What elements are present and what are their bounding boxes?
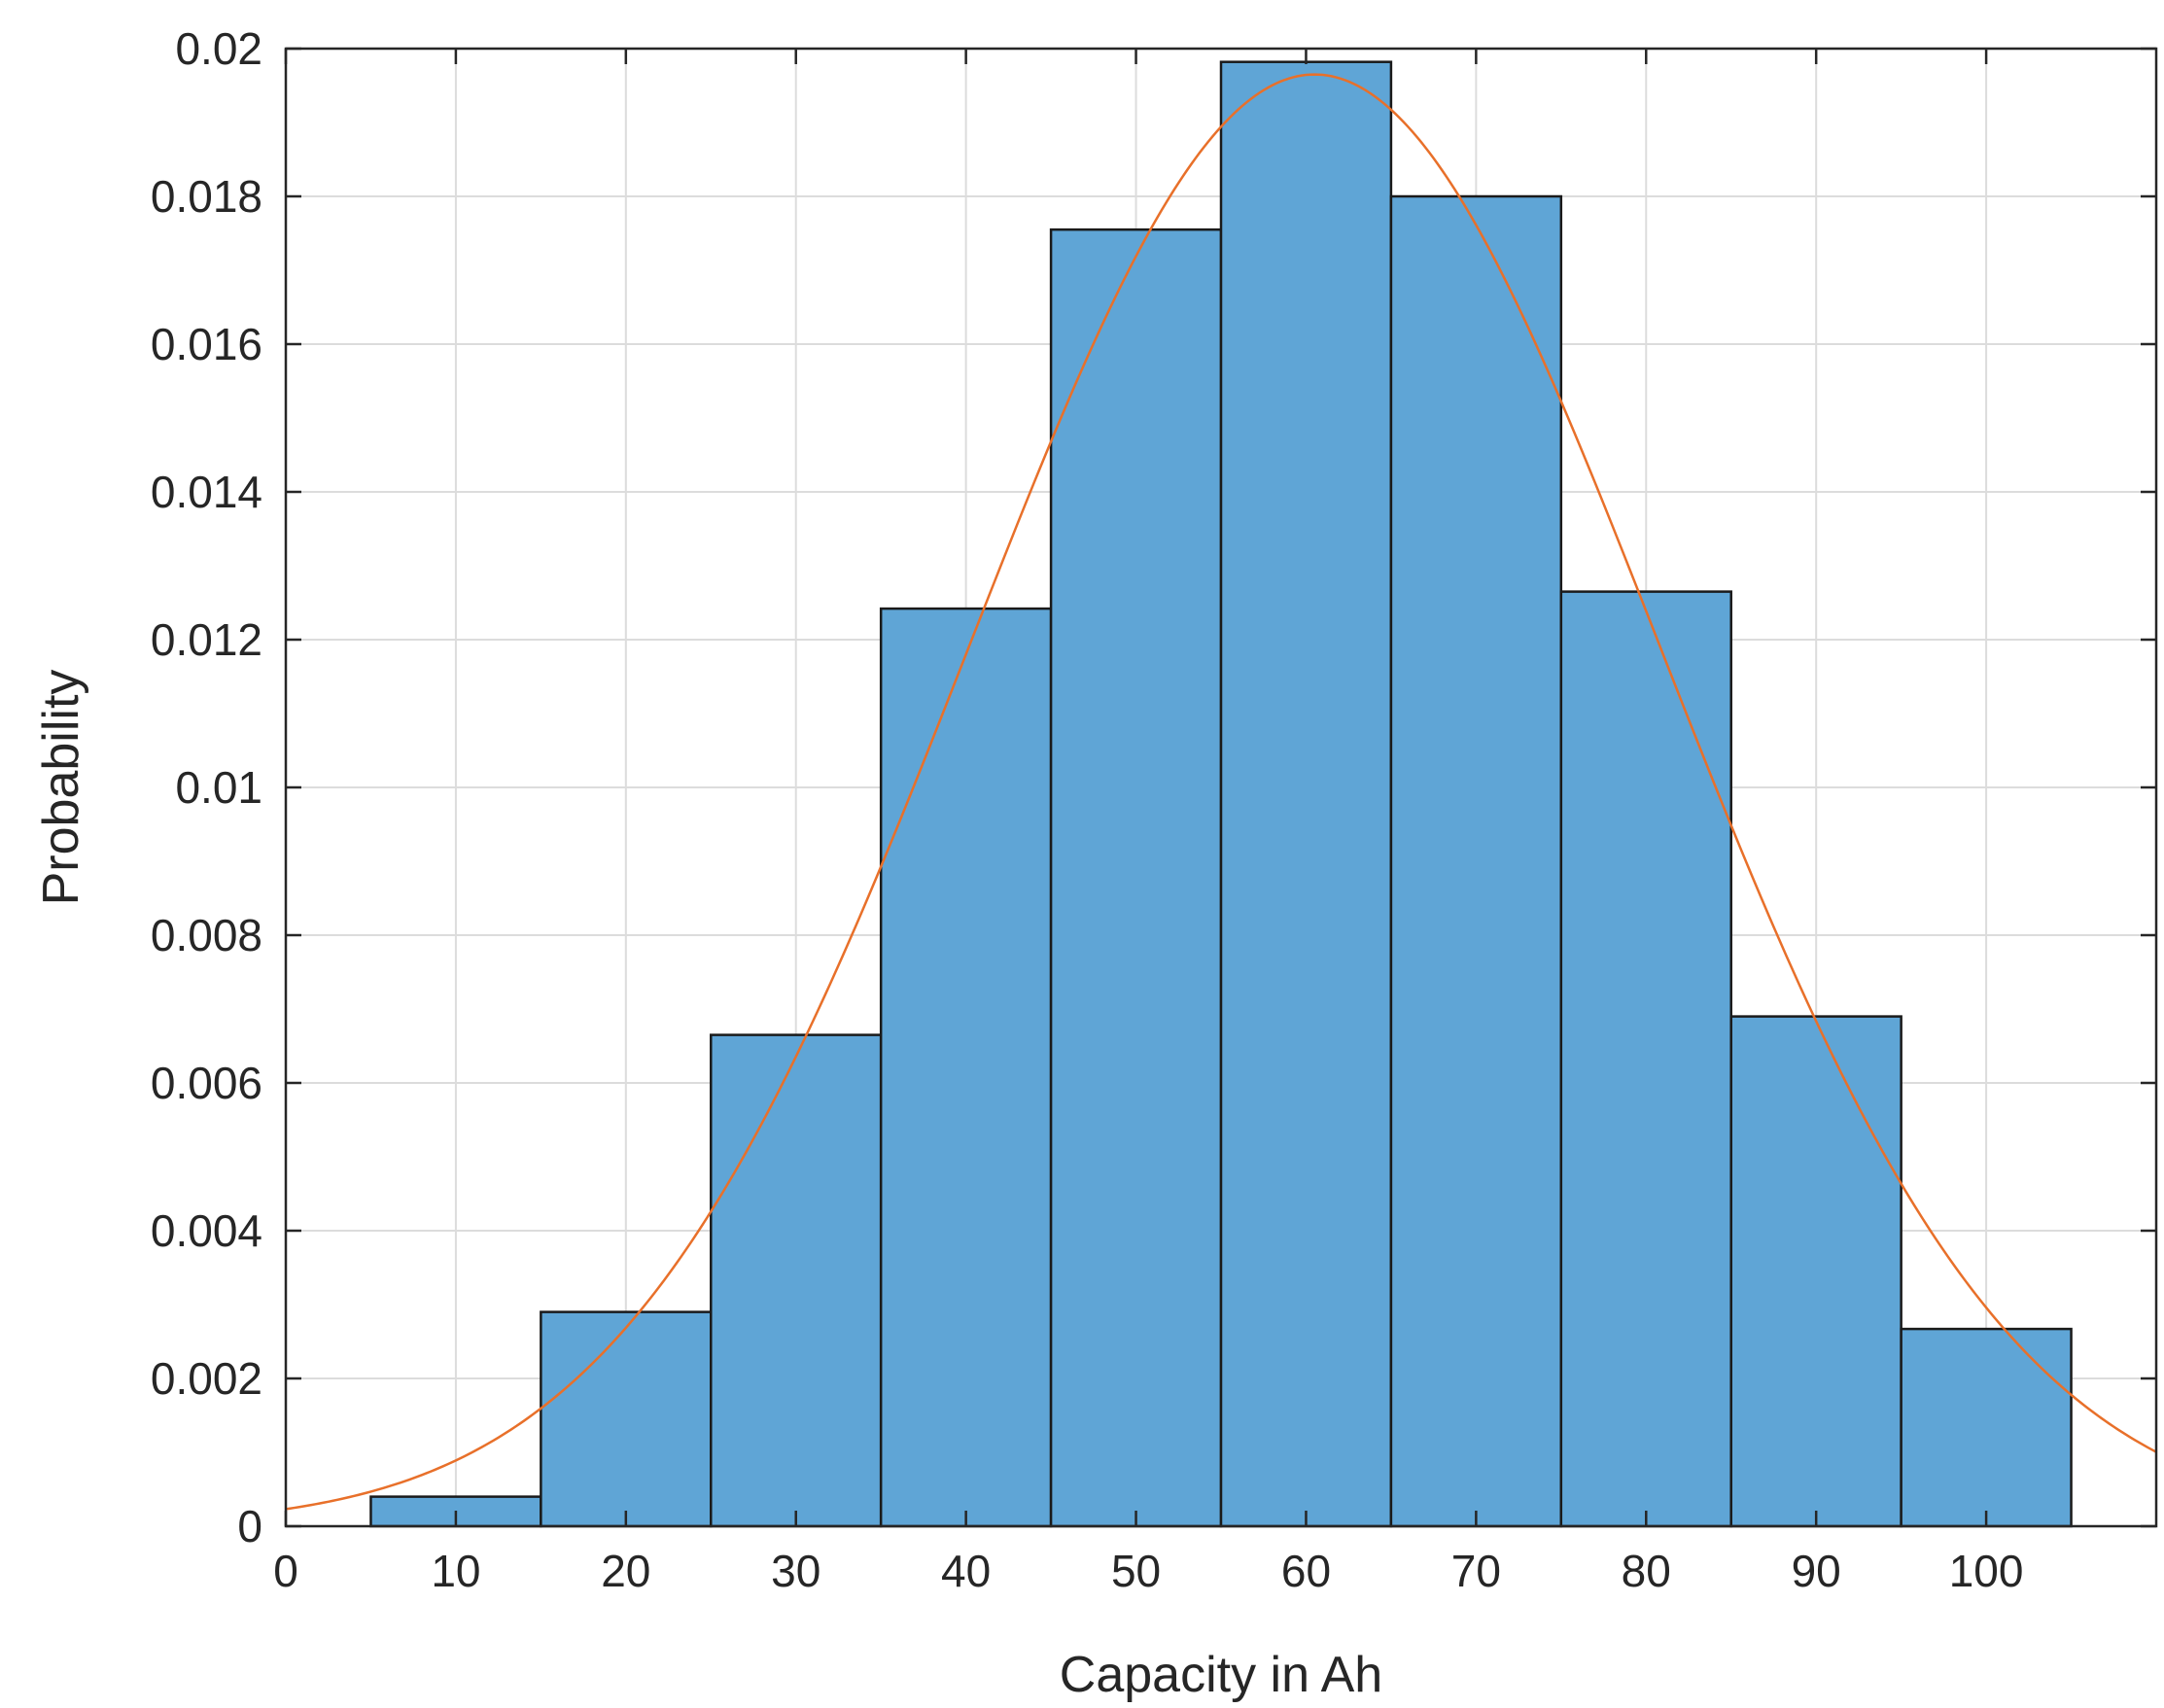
- x-tick-label: 70: [1451, 1546, 1501, 1596]
- y-tick-label: 0: [237, 1501, 262, 1551]
- x-tick-label: 80: [1622, 1546, 1671, 1596]
- y-tick-labels: 0 0.002 0.004 0.006 0.008 0.01 0.012 0.014 0.016…: [151, 23, 262, 1551]
- tick-marks: [284, 47, 2156, 1528]
- x-tick-label: 30: [771, 1546, 820, 1596]
- histogram-bar: [540, 1310, 713, 1528]
- y-axis-label: Probability: [33, 670, 89, 906]
- x-tick-label: 90: [1792, 1546, 1841, 1596]
- y-tick-label: 0.004: [151, 1205, 262, 1256]
- x-tick-label: 50: [1111, 1546, 1161, 1596]
- y-tick-label: 0.002: [151, 1353, 262, 1404]
- histogram-bar: [879, 607, 1053, 1528]
- y-tick-label: 0.018: [151, 171, 262, 222]
- x-tick-label: 100: [1949, 1546, 2024, 1596]
- x-tick-label: 20: [601, 1546, 650, 1596]
- histogram-bar: [1049, 227, 1223, 1528]
- histogram-bar: [1729, 1015, 1902, 1528]
- x-tick-label: 60: [1281, 1546, 1331, 1596]
- y-tick-label: 0.012: [151, 614, 262, 665]
- x-tick-label: 10: [431, 1546, 480, 1596]
- x-tick-label: 0: [273, 1546, 298, 1596]
- y-tick-label: 0.01: [175, 762, 262, 813]
- histogram-bar: [1559, 590, 1732, 1528]
- y-tick-label: 0.02: [175, 23, 262, 74]
- histogram-bar: [1389, 194, 1563, 1528]
- histogram-bars: [369, 60, 2073, 1528]
- x-tick-labels: 0 10 20 30 40 50 60 70 80 90 100: [273, 1546, 2023, 1596]
- y-tick-label: 0.008: [151, 910, 262, 960]
- histogram-bar: [710, 1033, 883, 1528]
- normal-fit-curve: [285, 73, 2157, 1511]
- y-tick-label: 0.006: [151, 1058, 262, 1108]
- y-tick-label: 0.014: [151, 467, 262, 517]
- x-tick-label: 40: [941, 1546, 991, 1596]
- histogram-bar: [1900, 1327, 2073, 1528]
- y-tick-label: 0.016: [151, 319, 262, 369]
- x-axis-label: Capacity in Ah: [1060, 1647, 1382, 1703]
- histogram-bar: [1219, 60, 1393, 1528]
